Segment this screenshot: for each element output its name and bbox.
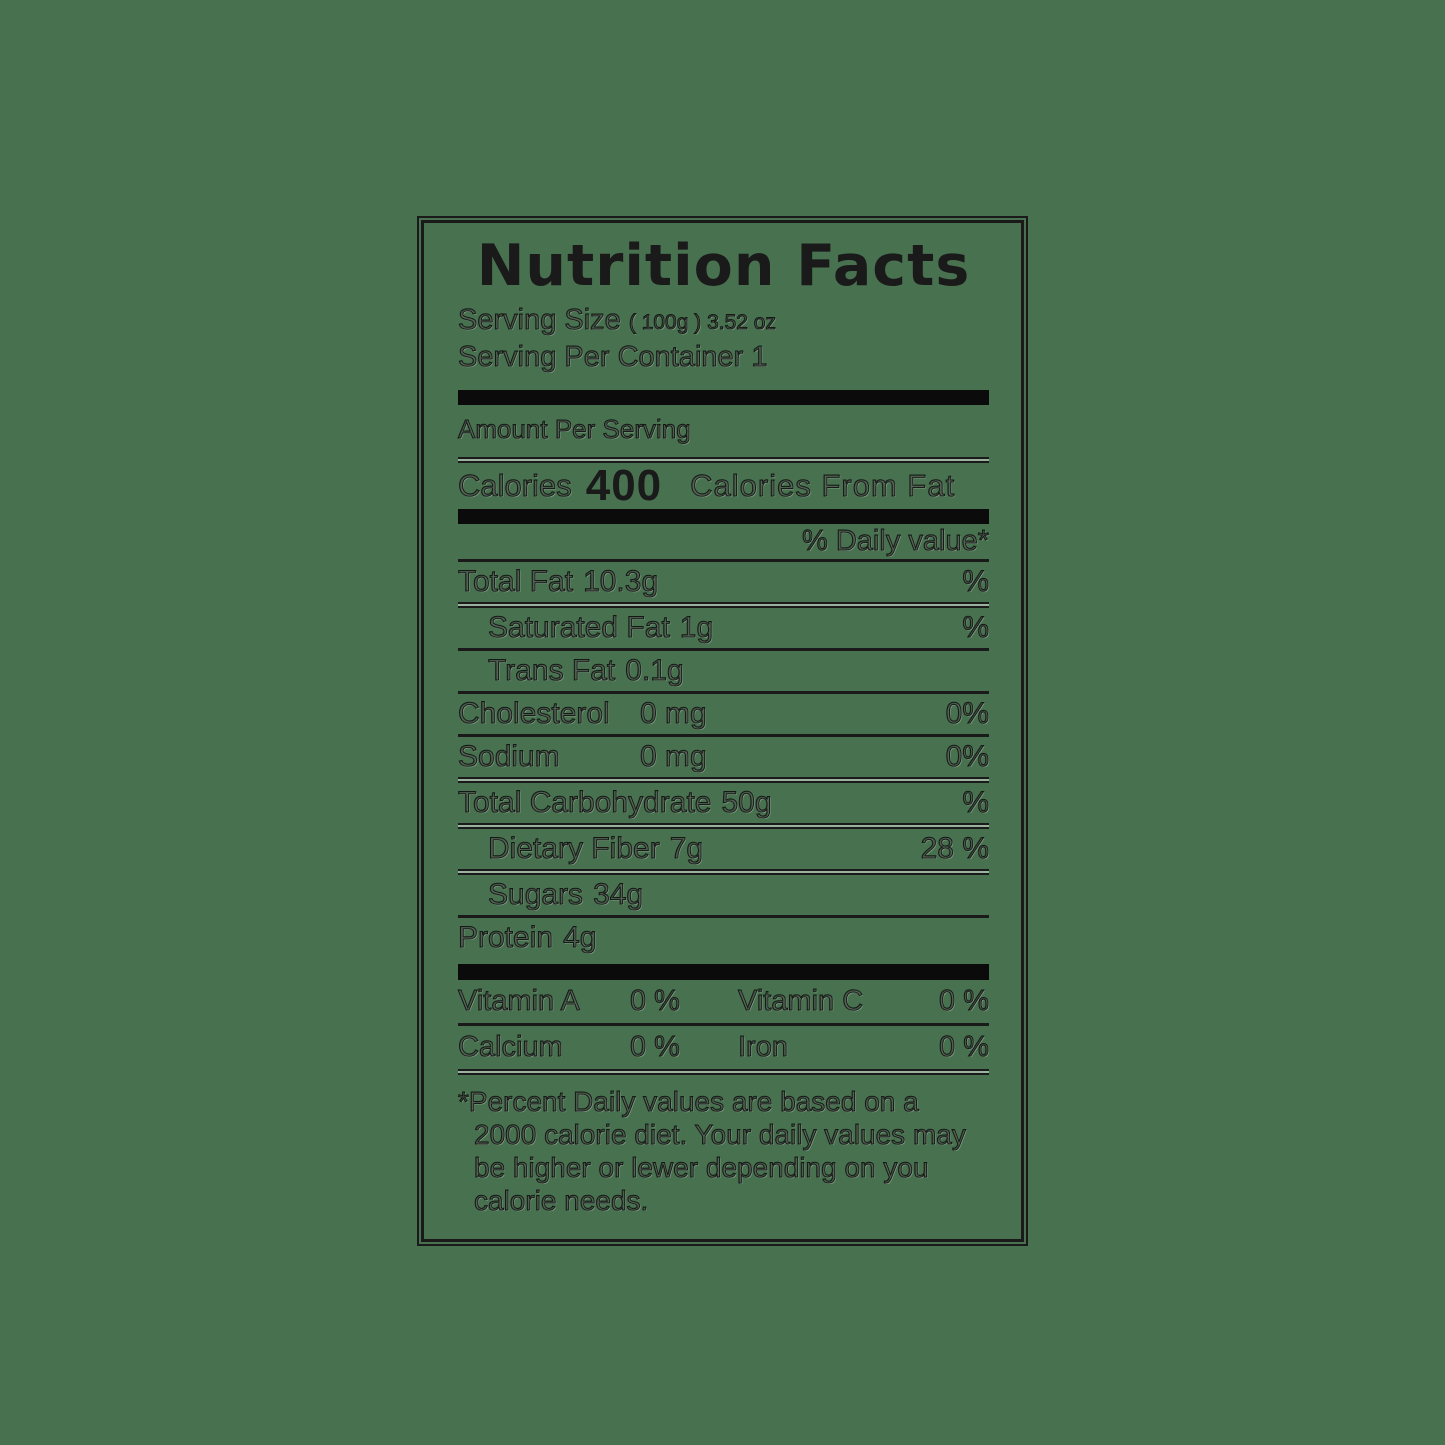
calories-from-fat-label: Calories From Fat (690, 468, 956, 504)
label-inner-border: Nutrition Facts Serving Size ( 100g ) 3.… (421, 220, 1024, 1242)
nutrient-row-sugars: Sugars 34g (458, 875, 989, 915)
micro-name: Vitamin C (738, 985, 864, 1018)
nutrient-dv: 0% (945, 740, 989, 774)
calories-value: 400 (585, 461, 663, 510)
nutrient-amount: 50g (721, 786, 772, 820)
nutrient-dv: 0% (945, 697, 989, 731)
serving-per-container-row: Serving Per Container 1 (458, 341, 769, 374)
nutrient-name: Protein (457, 921, 554, 955)
daily-value-header: % Daily value* (802, 525, 990, 558)
nutrient-row-total-fat: Total Fat 10.3g % (457, 562, 990, 602)
nutrient-amount: 0 mg (640, 740, 708, 774)
nutrient-name: Total Fat (457, 565, 574, 599)
nutrient-name: Trans Fat (487, 654, 616, 688)
micros-row-2: Calcium 0 % Iron 0 % (458, 1026, 990, 1069)
rule (458, 648, 989, 651)
micro-value: 0 % (939, 1031, 990, 1064)
amount-per-serving-label: Amount Per Serving (458, 414, 692, 445)
nutrient-amount: 1g (679, 611, 714, 645)
divider-bar-bottom (458, 964, 989, 980)
divider-bar-mid (458, 509, 989, 524)
rule (458, 823, 989, 829)
nutrient-row-saturated-fat: Saturated Fat 1g % (458, 608, 990, 648)
rule (458, 691, 989, 694)
nutrient-name: Dietary Fiber (488, 832, 661, 866)
rule (458, 869, 989, 875)
rule (458, 777, 989, 783)
micro-name: Calcium (458, 1031, 564, 1064)
nutrient-name: Cholesterol (458, 697, 611, 731)
nutrient-amount: 10.3g (583, 565, 659, 599)
nutrient-row-sodium: Sodium 0 mg 0% (458, 737, 990, 777)
nutrient-amount: 0.1g (625, 654, 684, 688)
rule (458, 1069, 989, 1075)
nutrient-name: Sodium (458, 740, 561, 774)
nutrient-amount: 34g (593, 878, 644, 912)
serving-size-label: Serving Size (458, 304, 622, 337)
nutrient-row-trans-fat: Trans Fat 0.1g (458, 651, 989, 691)
rule-above-calories (458, 457, 989, 463)
nutrient-dv: 28 % (920, 832, 989, 866)
nutrient-name: Saturated Fat (488, 611, 671, 645)
micro-value: 0 % (630, 1031, 681, 1064)
calories-row: Calories 400 Calories From Fat (458, 461, 989, 510)
nutrient-dv: % (962, 565, 990, 599)
nutrient-amount: 0 mg (640, 697, 708, 731)
rule (458, 602, 989, 608)
micro-value: 0 % (939, 985, 990, 1018)
rule (458, 559, 989, 562)
nutrient-dv: % (962, 611, 990, 645)
serving-size-row: Serving Size ( 100g ) 3.52 oz (458, 303, 989, 340)
serving-size-value: ( 100g ) 3.52 oz (628, 311, 776, 335)
nutrient-row-protein: Protein 4g (457, 918, 989, 958)
micro-value: 0 % (630, 985, 681, 1018)
nutrient-row-total-carbohydrate: Total Carbohydrate 50g % (457, 783, 990, 823)
divider-bar-top (458, 390, 989, 405)
nutrient-name: Sugars (487, 878, 584, 912)
daily-value-footnote: *Percent Daily values are based on a 200… (458, 1086, 967, 1217)
micro-name: Iron (738, 1031, 789, 1064)
nutrient-name: Total Carbohydrate (457, 786, 712, 820)
rule (458, 1023, 989, 1026)
nutrient-dv: % (962, 786, 990, 820)
nutrient-amount: 7g (669, 832, 704, 866)
nutrition-facts-label: Nutrition Facts Serving Size ( 100g ) 3.… (417, 216, 1028, 1246)
nutrient-row-cholesterol: Cholesterol 0 mg 0% (458, 694, 990, 734)
calories-label: Calories (458, 468, 573, 504)
micros-row-1: Vitamin A 0 % Vitamin C 0 % (458, 980, 990, 1023)
micro-name: Vitamin A (458, 985, 581, 1018)
rule (458, 915, 989, 918)
label-title: Nutrition Facts (476, 233, 971, 299)
rule (458, 734, 989, 737)
nutrient-amount: 4g (563, 921, 597, 955)
nutrient-row-dietary-fiber: Dietary Fiber 7g 28 % (458, 829, 990, 869)
